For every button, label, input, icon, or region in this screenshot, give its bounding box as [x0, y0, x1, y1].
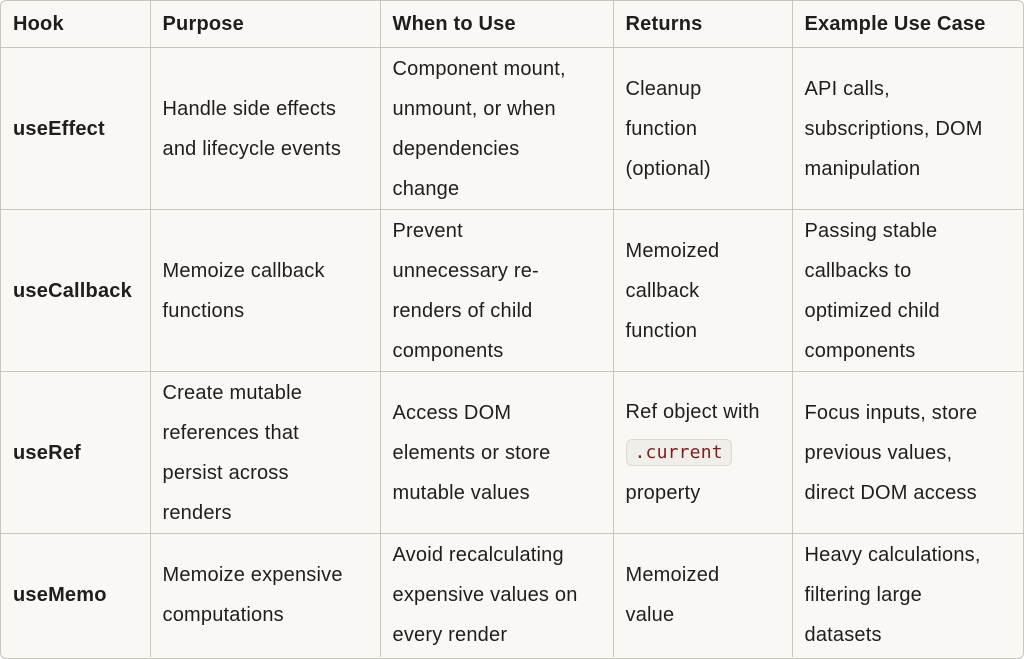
cell-line: Access DOM	[392, 401, 512, 424]
cell-line: mutable values	[392, 481, 530, 504]
hook-name-cell: useCallback	[1, 209, 151, 372]
hook-name-cell: useRef	[1, 371, 151, 534]
inline-code: .current	[625, 439, 732, 466]
purpose-cell: Handle side effects and lifecycle events	[149, 47, 381, 210]
cell-line: function	[625, 319, 698, 342]
table-header-row: Hook Purpose When to Use Returns Example…	[1, 1, 1023, 48]
example-cell: Heavy calculations, filtering large datase…	[791, 533, 1023, 657]
cell-line: Passing stable	[804, 219, 938, 242]
hook-name-cell: useEffect	[1, 47, 151, 210]
cell-line: and lifecycle events	[162, 137, 342, 160]
cell-line: functions	[162, 299, 245, 322]
cell-line: subscriptions, DOM	[804, 117, 983, 140]
cell-line: unnecessary re-	[392, 259, 539, 282]
cell-line: every render	[392, 624, 508, 647]
returns-cell: Cleanup function (optional)	[612, 47, 793, 210]
cell-line: change	[392, 177, 460, 200]
cell-line: callbacks to	[804, 259, 912, 282]
cell-line: filtering large	[804, 584, 923, 607]
cell-line: datasets	[804, 624, 882, 647]
cell-line: elements or store	[392, 441, 551, 464]
cell-line: components	[804, 339, 916, 362]
cell-line: API calls,	[804, 77, 890, 100]
returns-cell: Ref object with .current property	[612, 371, 793, 534]
cell-line: value	[625, 604, 675, 627]
cell-line: Prevent	[392, 219, 463, 242]
cell-line: manipulation	[804, 157, 921, 180]
purpose-cell: Create mutable references that persist acr…	[149, 371, 381, 534]
table-row: useEffect Handle side effects and lifecycl…	[1, 47, 1023, 210]
cell-line: unmount, or when	[392, 97, 556, 120]
purpose-cell: Memoize callback functions	[149, 209, 381, 372]
cell-line: references that	[162, 421, 299, 444]
example-cell: API calls, subscriptions, DOM manipulation	[791, 47, 1023, 210]
cell-line: function	[625, 117, 698, 140]
cell-line: persist across	[162, 461, 289, 484]
cell-line: Memoize expensive	[162, 564, 343, 587]
example-cell: Focus inputs, store previous values, direc…	[791, 371, 1023, 534]
cell-line: Ref object with	[625, 401, 760, 423]
cell-line: optimized child	[804, 299, 940, 322]
cell-line: .current	[625, 432, 780, 473]
header-example-use-case: Example Use Case	[791, 1, 1023, 48]
cell-line: computations	[162, 604, 284, 627]
returns-cell: Memoized callback function	[612, 209, 793, 372]
cell-line: (optional)	[625, 157, 711, 180]
when-cell: Avoid recalculating expensive values on ev…	[379, 533, 614, 657]
hook-name-cell: useMemo	[1, 533, 151, 657]
header-when-to-use: When to Use	[379, 1, 614, 48]
example-cell: Passing stable callbacks to optimized chil…	[791, 209, 1023, 372]
table-row: useMemo Memoize expensive computations Avoi…	[1, 533, 1023, 657]
cell-line: expensive values on	[392, 584, 578, 607]
when-cell: Access DOM elements or store mutable value…	[379, 371, 614, 534]
cell-line: dependencies	[392, 137, 520, 160]
header-returns: Returns	[612, 1, 793, 48]
returns-cell: Memoized value	[612, 533, 793, 657]
when-cell: Component mount, unmount, or when dependen…	[379, 47, 614, 210]
when-cell: Prevent unnecessary re-renders of child co…	[379, 209, 614, 372]
table-row: useRef Create mutable references that persi…	[1, 371, 1023, 534]
cell-line: renders	[162, 501, 232, 524]
cell-line: Memoize callback	[162, 259, 325, 282]
cell-line: direct DOM access	[804, 481, 977, 504]
purpose-cell: Memoize expensive computations	[149, 533, 381, 657]
cell-line: Create mutable	[162, 381, 303, 404]
cell-line: Memoized	[625, 239, 720, 262]
header-purpose: Purpose	[149, 1, 381, 48]
table-row: useCallback Memoize callback functions Prev…	[1, 209, 1023, 372]
cell-line: Avoid recalculating	[392, 544, 564, 567]
cell-line: Component mount,	[392, 57, 566, 80]
cell-line: components	[392, 339, 504, 362]
header-hook: Hook	[1, 1, 151, 48]
cell-line: Heavy calculations,	[804, 544, 981, 567]
cell-line: property	[625, 482, 701, 504]
cell-line: previous values,	[804, 441, 953, 464]
cell-line: renders of child	[392, 299, 533, 322]
cell-line: Focus inputs, store	[804, 401, 978, 424]
cell-line: Cleanup	[625, 77, 702, 100]
cell-line: Memoized	[625, 564, 720, 587]
cell-line: Handle side effects	[162, 97, 337, 120]
cell-line: callback	[625, 279, 700, 302]
